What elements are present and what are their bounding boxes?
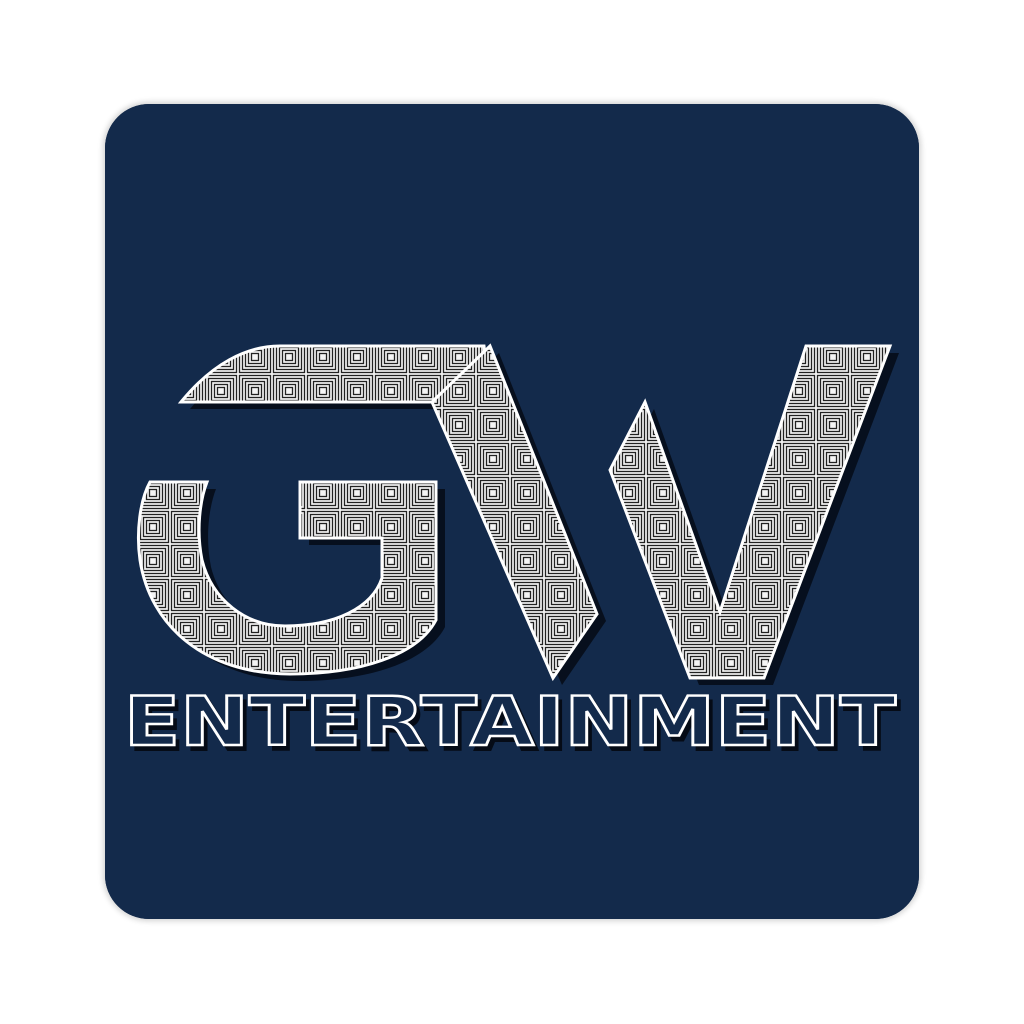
letter-w xyxy=(430,343,899,685)
wordmark-entertainment: ENTERTAINMENT xyxy=(124,683,897,762)
wordmark-group: ENTERTAINMENT ENTERTAINMENT xyxy=(123,682,902,768)
svg-text:ENTERTAINMENT: ENTERTAINMENT xyxy=(128,688,901,767)
letter-g xyxy=(137,344,500,681)
